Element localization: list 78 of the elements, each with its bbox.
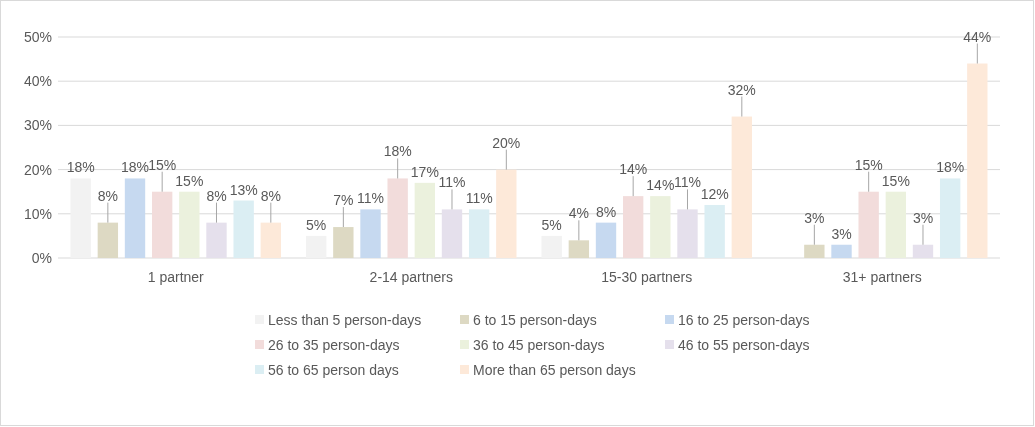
y-tick-label: 0%	[31, 250, 52, 266]
data-label: 3%	[804, 209, 825, 226]
bar	[441, 209, 463, 258]
data-label: 12%	[700, 185, 729, 202]
bar	[468, 209, 490, 258]
bar	[496, 169, 517, 258]
y-tick-label: 30%	[23, 117, 52, 134]
bar	[387, 178, 408, 258]
bar	[595, 222, 617, 258]
data-label: 20%	[492, 134, 521, 151]
bar	[885, 191, 907, 258]
bar	[414, 182, 436, 258]
bar	[360, 209, 381, 258]
y-tick-label: 50%	[23, 29, 52, 45]
data-label: 15%	[148, 156, 177, 173]
data-label: 5%	[306, 216, 327, 233]
y-tick-label: 20%	[23, 161, 52, 178]
legend-label: More than 65 person days	[473, 362, 636, 378]
bar	[124, 178, 146, 258]
legend-label: 26 to 35 person-days	[268, 337, 400, 353]
legend-label: 16 to 25 person-days	[678, 312, 810, 328]
bar	[70, 178, 91, 258]
data-label: 18%	[120, 159, 150, 176]
bar	[568, 240, 590, 258]
data-label: 18%	[936, 159, 965, 176]
bar	[97, 222, 119, 258]
bar	[151, 191, 173, 258]
data-label: 15%	[854, 156, 883, 173]
data-label: 4%	[568, 205, 589, 222]
data-label: 32%	[727, 81, 756, 98]
legend-label: Less than 5 person-days	[268, 312, 422, 328]
bar	[804, 244, 825, 258]
bar	[704, 204, 725, 258]
x-tick-label: 15-30 partners	[601, 269, 693, 285]
bar	[939, 178, 961, 258]
data-label: 11%	[674, 174, 701, 191]
bar	[650, 196, 671, 258]
bar	[206, 222, 227, 258]
data-label: 8%	[260, 187, 281, 204]
bar	[731, 116, 752, 258]
legend-label: 56 to 65 person days	[268, 362, 399, 378]
bar	[179, 191, 200, 258]
x-tick-label: 31+ partners	[842, 269, 922, 285]
data-label: 13%	[229, 181, 258, 198]
legend-label: 6 to 15 person-days	[473, 312, 597, 328]
bar	[967, 63, 988, 258]
data-label: 11%	[357, 190, 384, 207]
data-label: 17%	[410, 163, 439, 180]
bar	[260, 222, 281, 258]
bar	[858, 191, 879, 258]
data-label: 8%	[595, 203, 617, 220]
bar	[622, 196, 644, 258]
data-label: 8%	[206, 187, 227, 204]
bar	[831, 244, 852, 258]
data-label: 3%	[831, 225, 852, 242]
legend-label: 46 to 55 person-days	[678, 337, 810, 353]
data-label: 44%	[963, 28, 992, 45]
legend-label: 36 to 45 person-days	[473, 337, 605, 353]
y-tick-label: 10%	[23, 205, 52, 222]
data-label: 14%	[646, 177, 675, 194]
bar	[677, 209, 698, 258]
data-label: 11%	[438, 174, 466, 191]
x-tick-label: 1 partner	[147, 269, 205, 285]
data-label: 14%	[619, 161, 648, 178]
y-tick-label: 40%	[23, 73, 52, 90]
bar	[233, 200, 254, 258]
data-label: 3%	[912, 209, 934, 226]
data-label: 11%	[465, 190, 493, 207]
data-label: 15%	[881, 172, 910, 189]
x-tick-label: 2-14 partners	[369, 269, 453, 285]
data-label: 15%	[175, 172, 204, 189]
data-label: 18%	[383, 143, 412, 160]
data-label: 5%	[541, 216, 562, 233]
data-label: 18%	[66, 159, 95, 176]
data-label: 7%	[333, 192, 354, 209]
data-label: 8%	[97, 187, 118, 204]
bar	[333, 227, 354, 258]
bar	[912, 244, 934, 258]
